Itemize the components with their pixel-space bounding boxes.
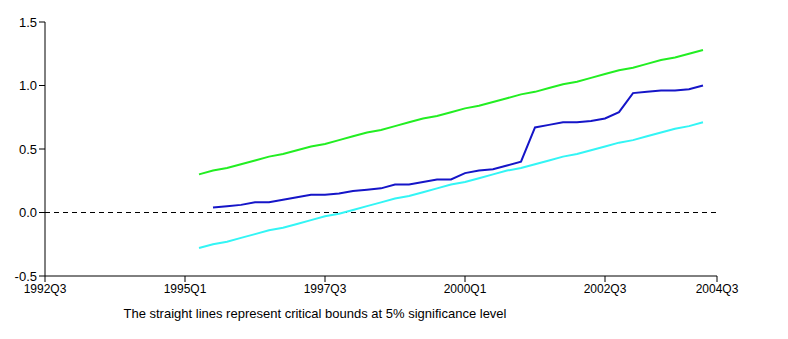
svg-text:2004Q3: 2004Q3 [696,282,739,296]
svg-text:-0.5: -0.5 [15,269,37,284]
svg-text:1992Q3: 1992Q3 [23,281,67,296]
svg-text:0.5: 0.5 [19,142,37,157]
svg-text:2000Q1: 2000Q1 [444,282,487,296]
svg-text:1995Q1: 1995Q1 [164,282,207,296]
svg-text:0.0: 0.0 [19,205,37,220]
svg-text:2002Q3: 2002Q3 [584,282,627,296]
svg-text:1.0: 1.0 [19,78,37,93]
svg-text:1.5: 1.5 [19,15,37,30]
html-text:The straight lines represent c: The straight lines represent critical bo… [123,306,507,321]
svg-text:1997Q3: 1997Q3 [304,282,347,296]
